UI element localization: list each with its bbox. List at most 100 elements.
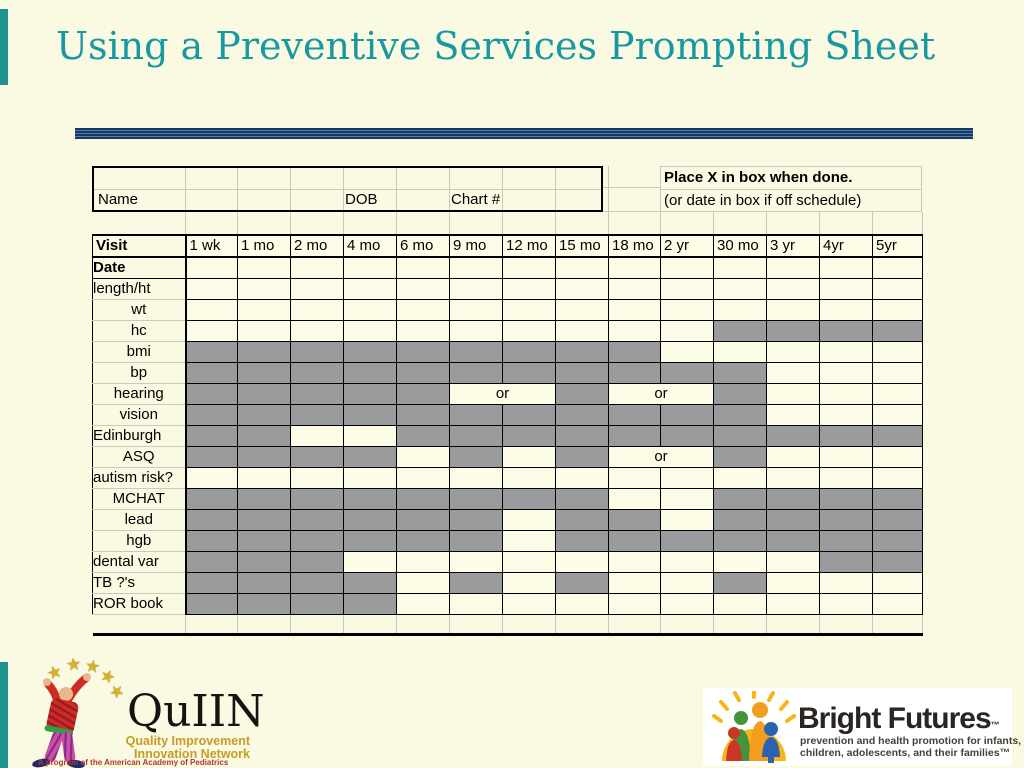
spacer-cell (766, 212, 820, 235)
sun-family-illustration (712, 691, 796, 763)
grid-cell (660, 362, 714, 384)
visit-col-header: 4 mo (343, 234, 397, 258)
grid-cell (185, 509, 238, 531)
grid-cell (237, 509, 291, 531)
grid-cell (290, 446, 344, 468)
spacer-cell (555, 614, 609, 636)
grid-cell (713, 593, 767, 615)
spacer-cell (290, 212, 344, 235)
row-label: vision (92, 404, 187, 426)
spacer-cell (502, 614, 556, 636)
instructions-box: Place X in box when done. (or date in bo… (660, 166, 922, 212)
spacer-cell (396, 614, 450, 636)
grid-cell (237, 278, 291, 300)
row-label: wt (92, 299, 187, 321)
grid-cell (343, 320, 397, 342)
bright-futures-wordmark: Bright Futures™ (798, 702, 1000, 735)
grid-cell (343, 530, 397, 552)
grid-cell (290, 278, 344, 300)
grid-cell (449, 488, 503, 510)
grid-cell (608, 256, 661, 279)
grid-cell (237, 404, 291, 426)
spacer-cell (872, 614, 923, 636)
grid-cell (660, 530, 714, 552)
grid-cell (766, 299, 820, 321)
grid-cell (608, 362, 661, 384)
grid-cell (396, 572, 450, 594)
grid-cell (819, 425, 873, 447)
grid-cell (237, 530, 291, 552)
grid-cell (660, 404, 714, 426)
grid-cell (185, 299, 238, 321)
grid-cell (660, 341, 714, 363)
title-divider-rule (75, 128, 973, 139)
grid-cell (343, 299, 397, 321)
quiin-wordmark: QuIIN (127, 686, 265, 737)
row-label: ASQ (92, 446, 187, 468)
spacer-cell (660, 212, 714, 235)
schedule-row: vision (92, 404, 923, 426)
grid-cell (290, 467, 344, 489)
spacer-cell (713, 212, 767, 235)
grid-cell (872, 488, 923, 510)
grid-cell (185, 530, 238, 552)
visit-col-header: 9 mo (449, 234, 503, 258)
spacer-cell (819, 212, 873, 235)
grid-cell (872, 341, 923, 363)
grid-cell (502, 551, 556, 573)
grid-cell (872, 509, 923, 531)
spacer-cell (449, 212, 503, 235)
grid-cell (555, 278, 609, 300)
grid-cell (660, 278, 714, 300)
grid-cell (713, 320, 767, 342)
grid-cell (290, 551, 344, 573)
grid-cell (290, 593, 344, 615)
grid-cell (660, 299, 714, 321)
grid-line (603, 211, 660, 212)
spacer-row (92, 212, 923, 235)
spacer-cell (660, 614, 714, 636)
grid-cell (396, 530, 450, 552)
patient-info-block: Name DOB Chart # (92, 166, 603, 212)
row-label: MCHAT (92, 488, 187, 510)
schedule-row: dental var (92, 551, 923, 573)
schedule-row: MCHAT (92, 488, 923, 510)
grid-cell (449, 425, 503, 447)
name-label: Name (98, 191, 139, 208)
grid-cell (660, 467, 714, 489)
grid-cell (396, 383, 450, 405)
grid-cell (555, 404, 609, 426)
grid-cell (290, 362, 344, 384)
spacer-cell (608, 614, 661, 636)
or-cell: or (449, 383, 556, 405)
spacer-cell (237, 212, 291, 235)
grid-cell (555, 467, 609, 489)
grid-cell (608, 320, 661, 342)
grid-cell (713, 256, 767, 279)
grid-cell (290, 299, 344, 321)
grid-cell (872, 320, 923, 342)
or-cell: or (608, 383, 714, 405)
grid-cell (872, 425, 923, 447)
grid-cell (237, 383, 291, 405)
grid-cell (819, 362, 873, 384)
grid-cell (872, 383, 923, 405)
grid-cell (396, 341, 450, 363)
grid-cell (713, 530, 767, 552)
grid-cell (555, 446, 609, 468)
grid-cell (290, 341, 344, 363)
grid-cell (396, 467, 450, 489)
grid-cell (396, 509, 450, 531)
grid-cell (185, 341, 238, 363)
spacer-cell (343, 212, 397, 235)
quiin-logo: ★ ★ ★ ★ ★ QuIIN Quality Improvement Inno… (8, 650, 278, 768)
grid-cell (555, 572, 609, 594)
schedule-row: hgb (92, 530, 923, 552)
grid-cell (660, 551, 714, 573)
grid-cell (449, 446, 503, 468)
bright-futures-tagline-line2: children, adolescents, and their familie… (800, 747, 1011, 759)
grid-line (608, 166, 609, 212)
grid-cell (237, 446, 291, 468)
grid-cell (290, 256, 344, 279)
visit-header-row: Visit 1 wk 1 mo 2 mo 4 mo 6 mo 9 mo 12 mo 15 mo 1… (92, 234, 923, 258)
